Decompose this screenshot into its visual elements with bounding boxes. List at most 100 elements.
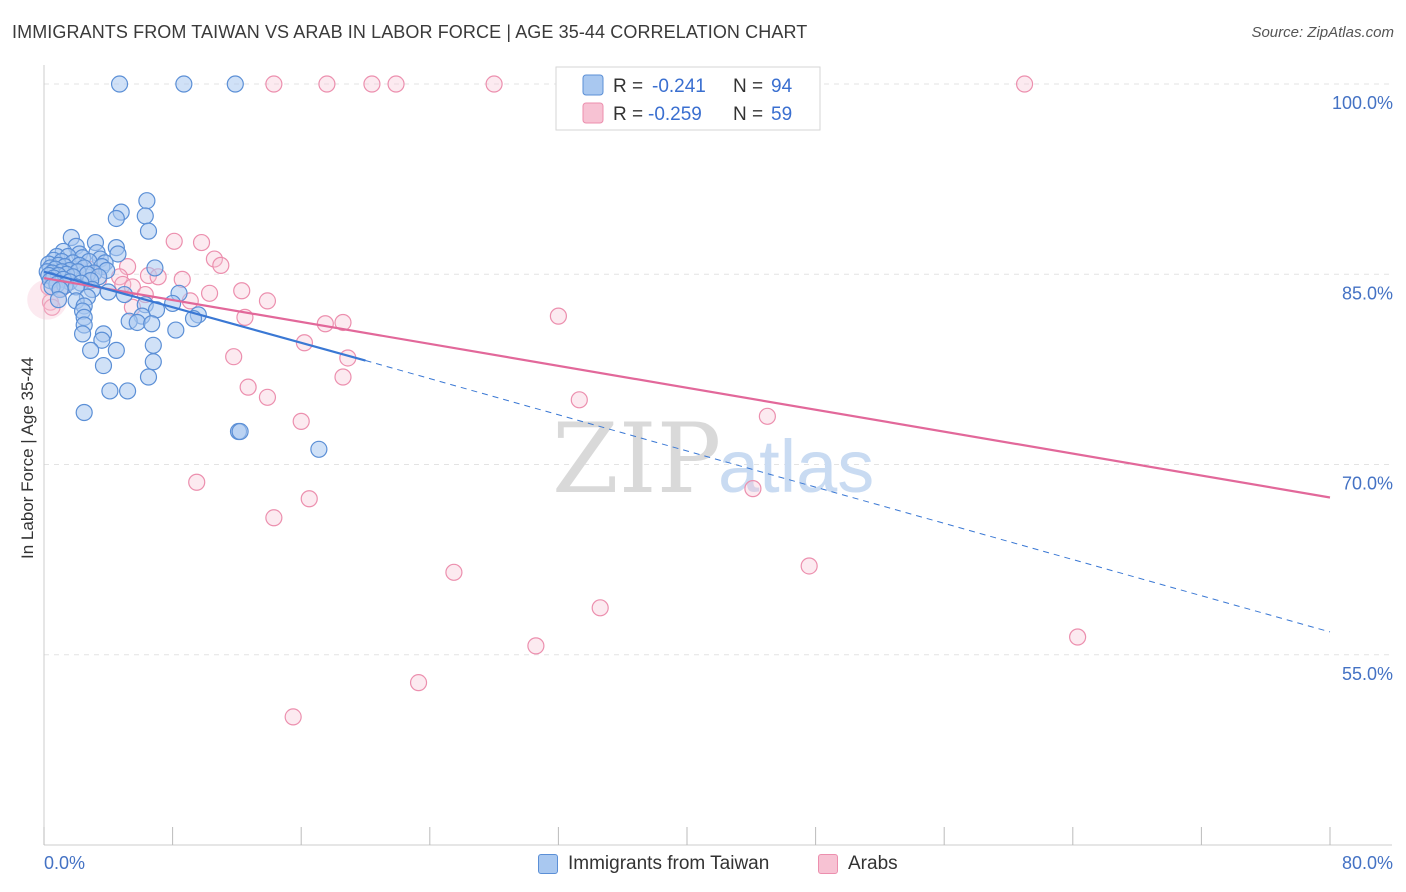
series-arabs (27, 75, 1087, 726)
legend-blue-r-value: -0.241 (652, 76, 706, 97)
data-point (175, 75, 193, 93)
data-point (165, 232, 183, 250)
data-point (144, 336, 162, 354)
data-point (231, 422, 249, 441)
data-point (310, 440, 328, 458)
legend-blue-r-label: R = (613, 76, 643, 97)
legend-pink-n-value: 59 (771, 104, 792, 125)
legend-swatch-pink (582, 102, 604, 124)
legend-pink-r-value: -0.259 (648, 104, 702, 125)
data-point (118, 382, 137, 400)
source-label: Source: ZipAtlas.com (1251, 24, 1394, 41)
data-point (570, 391, 588, 409)
x-tick-label: 80.0% (1342, 853, 1393, 873)
data-point (107, 209, 125, 228)
watermark-atlas: atlas (718, 425, 874, 508)
data-point (284, 708, 302, 726)
legend-swatch-blue (582, 74, 604, 96)
legend-blue-n-label: N = (733, 76, 763, 97)
data-point (94, 356, 113, 375)
data-point (101, 382, 119, 400)
data-point (334, 313, 352, 332)
data-point (138, 192, 156, 210)
data-point (188, 473, 206, 491)
data-point (239, 378, 257, 396)
data-point (318, 75, 336, 93)
data-point (387, 75, 405, 93)
axes (43, 65, 1392, 846)
trend-line-taiwan-extension (365, 360, 1331, 633)
data-point (75, 403, 93, 422)
trend-line-taiwan (43, 270, 366, 362)
data-point (292, 412, 310, 430)
y-tick-label: 55.0% (1342, 664, 1393, 684)
data-point (258, 388, 277, 406)
data-point (445, 563, 463, 581)
bottom-legend-label-taiwan: Immigrants from Taiwan (568, 853, 770, 874)
data-point (591, 599, 609, 617)
watermark-zip: ZIP (552, 403, 721, 515)
data-point (200, 284, 219, 302)
legend-pink-n-label: N = (733, 104, 763, 125)
data-point (110, 75, 129, 93)
data-point (527, 637, 545, 655)
data-point (109, 245, 127, 263)
data-point (549, 307, 568, 325)
data-point (139, 222, 158, 240)
chart-title: IMMIGRANTS FROM TAIWAN VS ARAB IN LABOR … (12, 22, 808, 42)
data-point (205, 250, 223, 268)
data-point (212, 256, 230, 274)
data-point (258, 292, 277, 310)
legend-pink-r-label: R = (613, 104, 643, 125)
data-point (744, 480, 762, 498)
data-point (143, 315, 161, 333)
data-point (167, 321, 185, 339)
bottom-legend-swatch-pink (818, 854, 838, 874)
data-point (226, 75, 244, 93)
data-point (1015, 75, 1034, 93)
x-tick-labels: 0.0% 80.0% (44, 853, 1393, 873)
bottom-legend-label-arabs: Arabs (848, 853, 898, 874)
data-point (485, 75, 503, 93)
data-point (49, 291, 68, 309)
bottom-legend-arabs: Arabs (818, 853, 898, 875)
data-point (73, 325, 92, 343)
data-point (225, 348, 243, 366)
y-tick-labels: 100.0% 85.0% 70.0% 55.0% (1332, 93, 1393, 684)
x-tick-label: 0.0% (44, 853, 85, 873)
y-tick-label: 70.0% (1342, 474, 1393, 494)
data-point (173, 270, 191, 288)
data-point (1069, 628, 1087, 646)
bottom-legend: Immigrants from Taiwan Arabs (0, 850, 1406, 880)
data-point (128, 313, 146, 332)
trend-line-arabs (43, 276, 1331, 499)
data-point (334, 368, 352, 386)
data-point (758, 407, 776, 425)
y-axis-label: In Labor Force | Age 35-44 (18, 357, 37, 559)
data-point (144, 353, 162, 371)
gridlines (44, 83, 1392, 656)
data-point (136, 207, 154, 225)
legend-blue-n-value: 94 (771, 76, 793, 97)
data-point (300, 490, 318, 508)
watermark: ZIP atlas (552, 403, 874, 515)
data-point (82, 341, 100, 359)
data-point (192, 233, 211, 252)
data-point (233, 282, 251, 300)
data-point (139, 368, 158, 386)
data-point (146, 259, 164, 277)
data-point (800, 557, 818, 575)
bottom-legend-swatch-blue (538, 854, 558, 874)
data-point (265, 509, 283, 527)
data-point (107, 341, 125, 359)
data-point (316, 315, 334, 333)
data-point (363, 75, 381, 93)
data-point (409, 674, 428, 692)
y-tick-label: 100.0% (1332, 93, 1393, 113)
series-taiwan (38, 75, 328, 458)
data-point (265, 75, 283, 93)
y-tick-label: 85.0% (1342, 283, 1393, 303)
bottom-legend-taiwan: Immigrants from Taiwan (538, 853, 769, 875)
trend-lines (43, 270, 1331, 633)
